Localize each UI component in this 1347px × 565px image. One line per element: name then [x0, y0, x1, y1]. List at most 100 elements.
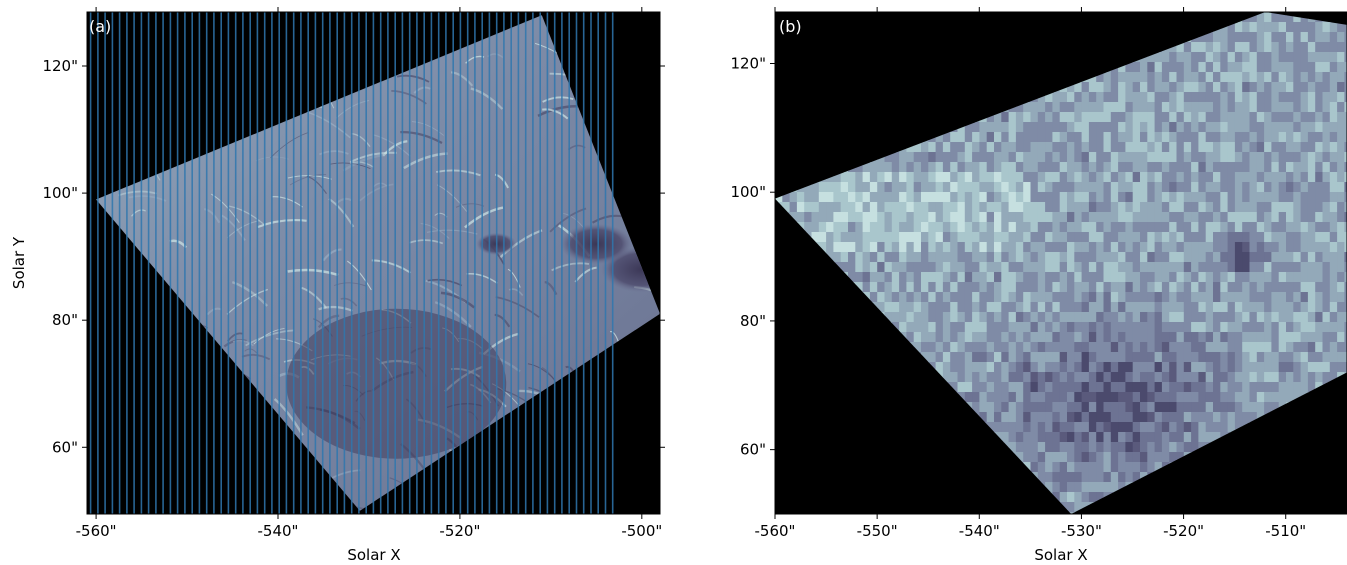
pixel	[1242, 362, 1250, 373]
pixel	[1198, 52, 1207, 63]
pixel	[1067, 272, 1075, 283]
pixel	[1118, 452, 1126, 463]
pixel	[1037, 172, 1046, 183]
pixel	[964, 302, 973, 313]
pixel	[1161, 332, 1170, 343]
pixel	[1118, 162, 1126, 173]
pixel	[1322, 332, 1331, 343]
pixel	[994, 222, 1002, 233]
pixel	[1300, 132, 1309, 143]
pixel	[1023, 452, 1031, 463]
pixel	[1278, 22, 1287, 33]
pixel	[1300, 362, 1309, 373]
pixel	[1227, 62, 1236, 73]
pixel	[1045, 322, 1053, 333]
pixel	[1103, 292, 1112, 303]
pixel	[1315, 242, 1323, 253]
slit-overlay	[89, 12, 614, 514]
pixel	[1322, 132, 1331, 143]
pixel	[1183, 92, 1192, 103]
pixel	[935, 322, 944, 333]
pixel	[935, 152, 944, 163]
pixel	[986, 182, 995, 193]
pixel	[1234, 372, 1243, 383]
pixel	[1118, 332, 1126, 343]
pixel	[928, 332, 936, 343]
pixel	[1015, 282, 1024, 293]
pixel	[1030, 402, 1039, 413]
pixel	[1205, 312, 1214, 323]
pixel	[1096, 482, 1104, 493]
pixel	[1037, 262, 1046, 273]
pixel	[1074, 202, 1082, 213]
pixel	[862, 172, 871, 183]
pixel	[1286, 222, 1294, 233]
pixel	[1227, 362, 1236, 373]
pixel	[1191, 152, 1199, 163]
pixel	[1001, 342, 1009, 353]
pixel	[1030, 142, 1039, 153]
pixel	[833, 192, 842, 203]
pixel	[972, 402, 980, 413]
pixel	[1059, 362, 1068, 373]
pixel	[1110, 262, 1119, 273]
pixel	[1220, 232, 1228, 243]
pixel	[1161, 282, 1170, 293]
pixel	[994, 312, 1002, 323]
pixel	[928, 282, 936, 293]
pixel	[1132, 442, 1141, 453]
pixel	[1045, 402, 1053, 413]
pixel	[1278, 362, 1287, 373]
pixel	[1344, 262, 1347, 273]
pixel	[1037, 132, 1046, 143]
pixel	[1088, 472, 1097, 483]
pixel	[833, 172, 842, 183]
pixel	[833, 232, 842, 243]
pixel	[1096, 82, 1104, 93]
pixel	[928, 352, 936, 363]
pixel	[1227, 412, 1236, 423]
pixel	[942, 162, 951, 173]
pixel	[826, 212, 834, 223]
pixel	[1161, 192, 1170, 203]
pixel	[1183, 202, 1192, 213]
pixel	[833, 212, 842, 223]
pixel	[964, 162, 973, 173]
pixel	[1067, 212, 1075, 223]
pixel	[1198, 132, 1207, 143]
pixel	[1315, 322, 1323, 333]
pixel	[1088, 352, 1097, 363]
pixel	[1227, 72, 1236, 83]
pixel	[1286, 122, 1294, 133]
pixel	[921, 302, 929, 313]
pixel	[1008, 192, 1017, 203]
pixel	[1271, 22, 1280, 33]
pixel	[1001, 152, 1009, 163]
pixel	[1344, 272, 1347, 283]
pixel	[1286, 202, 1294, 213]
pixel	[1198, 392, 1207, 403]
pixel	[950, 222, 958, 233]
pixel	[833, 202, 842, 213]
pixel	[1337, 142, 1345, 153]
pixel	[848, 272, 856, 283]
pixel	[935, 212, 944, 223]
pixel	[1081, 442, 1090, 453]
pixel	[1234, 102, 1243, 113]
pixel	[1125, 222, 1134, 233]
pixel	[1125, 152, 1134, 163]
pixel	[1096, 162, 1104, 173]
pixel	[1307, 312, 1316, 323]
pixel	[1191, 372, 1199, 383]
pixel	[1183, 392, 1192, 403]
x-tick-label: -530"	[1061, 522, 1102, 540]
pixel	[1271, 182, 1280, 193]
pixel	[994, 402, 1002, 413]
pixel	[1140, 82, 1148, 93]
pixel	[1293, 162, 1301, 173]
pixel	[1278, 112, 1287, 123]
pixel	[1234, 152, 1243, 163]
pixel	[1205, 322, 1214, 333]
pixel	[1052, 192, 1061, 203]
pixel	[1278, 202, 1287, 213]
